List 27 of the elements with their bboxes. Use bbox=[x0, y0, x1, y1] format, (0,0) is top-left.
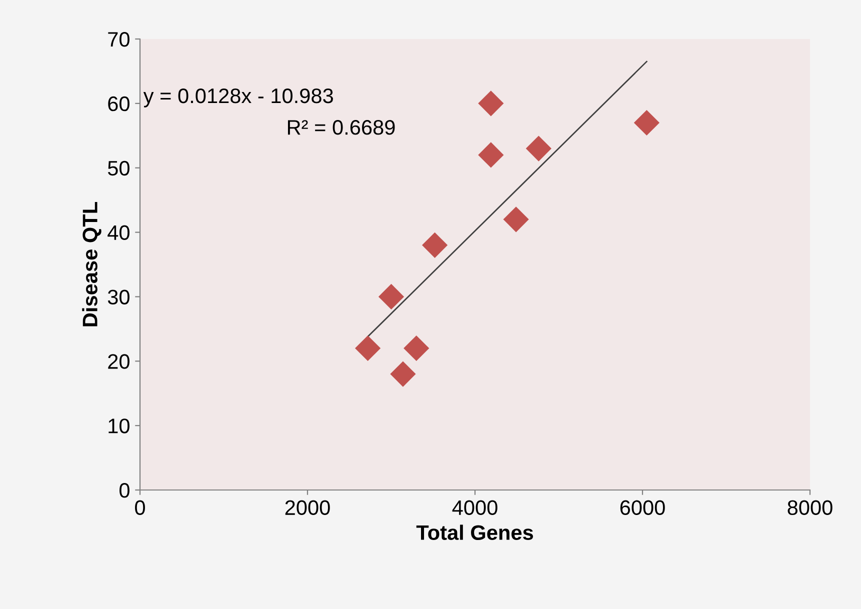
y-tick-label: 30 bbox=[108, 290, 130, 304]
point bbox=[354, 335, 381, 362]
point bbox=[503, 206, 529, 232]
y-tick-label: 20 bbox=[108, 354, 130, 369]
y-axis-title: Disease QTL bbox=[82, 202, 102, 326]
y-tick-label: 10 bbox=[108, 418, 130, 434]
y-tick-label: 70 bbox=[108, 32, 130, 47]
x-tick-label: 2000 bbox=[285, 500, 330, 516]
point bbox=[526, 136, 552, 162]
point bbox=[634, 110, 660, 136]
annotation: R² = 0.6689 bbox=[288, 120, 395, 135]
point bbox=[390, 361, 416, 387]
y-tick-label: 0 bbox=[120, 483, 130, 498]
x-tick-label: 6000 bbox=[620, 500, 665, 516]
x-tick-label: 0 bbox=[135, 500, 145, 516]
point bbox=[378, 284, 404, 310]
annotation: y = 0.0128x - 10.983 bbox=[143, 88, 333, 108]
x-tick-label: 4000 bbox=[452, 500, 498, 516]
y-tick-label: 40 bbox=[108, 225, 130, 240]
y-tick-label: 50 bbox=[108, 160, 130, 176]
x-tick-label: 8000 bbox=[788, 500, 832, 516]
point bbox=[404, 335, 430, 362]
point bbox=[478, 90, 504, 116]
x-axis-title: Total Genes bbox=[416, 524, 534, 540]
point bbox=[478, 142, 504, 168]
y-tick-label: 60 bbox=[108, 96, 130, 112]
point bbox=[422, 232, 448, 258]
